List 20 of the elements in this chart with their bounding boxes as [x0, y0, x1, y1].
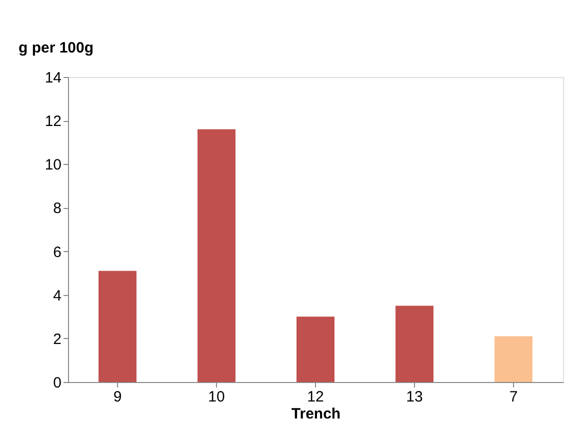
bar	[296, 316, 334, 382]
y-tick-label: 14	[44, 70, 62, 86]
x-tick-label: 9	[113, 388, 122, 406]
x-axis-title: Trench	[291, 406, 341, 422]
y-tick-label: 6	[53, 244, 62, 261]
y-tick-label: 2	[53, 330, 62, 348]
bar	[98, 270, 136, 382]
bar	[494, 336, 532, 382]
y-axis-title: g per 100g	[18, 40, 94, 56]
y-tick-label: 0	[53, 374, 62, 392]
x-tick-label: 12	[307, 388, 324, 406]
x-tick-label: 7	[509, 388, 518, 406]
y-tick-label: 8	[53, 200, 62, 218]
y-tick-label: 12	[44, 113, 62, 130]
y-tick-label: 10	[44, 156, 62, 174]
bar	[198, 129, 236, 382]
bar	[396, 306, 434, 382]
x-tick-label: 10	[208, 388, 225, 406]
x-tick-label: 13	[406, 388, 423, 406]
y-tick-label: 4	[53, 287, 62, 304]
